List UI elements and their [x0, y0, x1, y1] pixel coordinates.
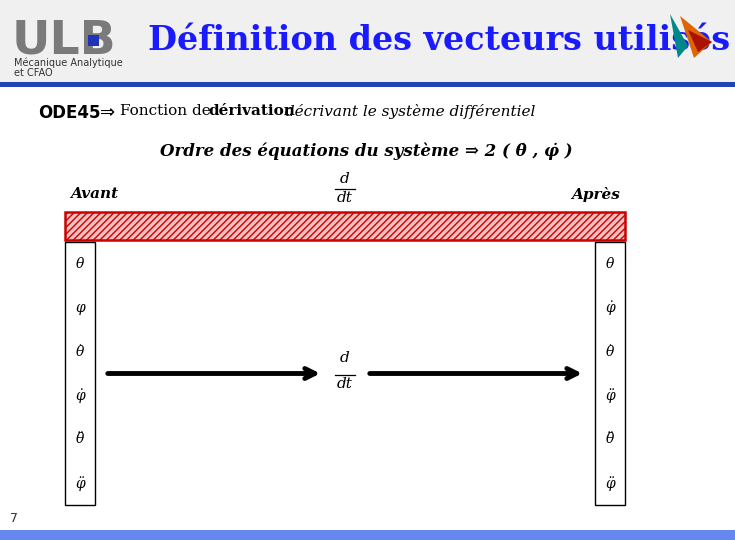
Text: Ordre des équations du système ⇒ 2 ( θ̇ , φ̇ ): Ordre des équations du système ⇒ 2 ( θ̇ …	[160, 142, 573, 159]
Text: Fonction de: Fonction de	[120, 104, 215, 118]
Text: d: d	[340, 352, 350, 366]
Text: Après: Après	[571, 186, 620, 201]
Text: 7: 7	[10, 512, 18, 525]
Text: φ̇: φ̇	[605, 300, 615, 315]
Text: φ̈: φ̈	[605, 388, 615, 403]
Bar	[0, 530, 735, 540]
Text: θ: θ	[76, 257, 85, 271]
Text: θ̇: θ̇	[606, 345, 614, 359]
Text: θ: θ	[606, 257, 614, 271]
Text: d: d	[340, 172, 350, 186]
Text: θ̈: θ̈	[606, 432, 614, 446]
Text: ⇒: ⇒	[100, 104, 115, 122]
Text: φ: φ	[75, 301, 85, 315]
Text: φ̈: φ̈	[75, 476, 85, 490]
Text: φ̈: φ̈	[605, 476, 615, 490]
Text: dt: dt	[337, 376, 353, 390]
Text: Définition des vecteurs utilisés: Définition des vecteurs utilisés	[148, 24, 730, 57]
Text: dérivation: dérivation	[208, 104, 295, 118]
Polygon shape	[670, 14, 688, 58]
Text: décrivant le système différentiel: décrivant le système différentiel	[280, 104, 535, 119]
Bar	[0, 0, 735, 82]
Bar	[595, 242, 625, 505]
Polygon shape	[688, 30, 712, 52]
Bar	[88, 35, 99, 46]
Text: θ̇: θ̇	[76, 345, 85, 359]
Text: ULB: ULB	[12, 18, 117, 64]
Bar	[0, 82, 735, 87]
Text: et CFAO: et CFAO	[14, 68, 53, 78]
Text: ODE45: ODE45	[38, 104, 101, 122]
Text: Avant: Avant	[70, 187, 118, 201]
Polygon shape	[680, 16, 712, 58]
Bar	[65, 242, 95, 505]
Bar	[65, 212, 625, 240]
Text: φ̇: φ̇	[75, 388, 85, 403]
Text: θ̈: θ̈	[76, 432, 85, 446]
Text: dt: dt	[337, 191, 353, 205]
Text: Mécanique Analytique: Mécanique Analytique	[14, 58, 123, 69]
